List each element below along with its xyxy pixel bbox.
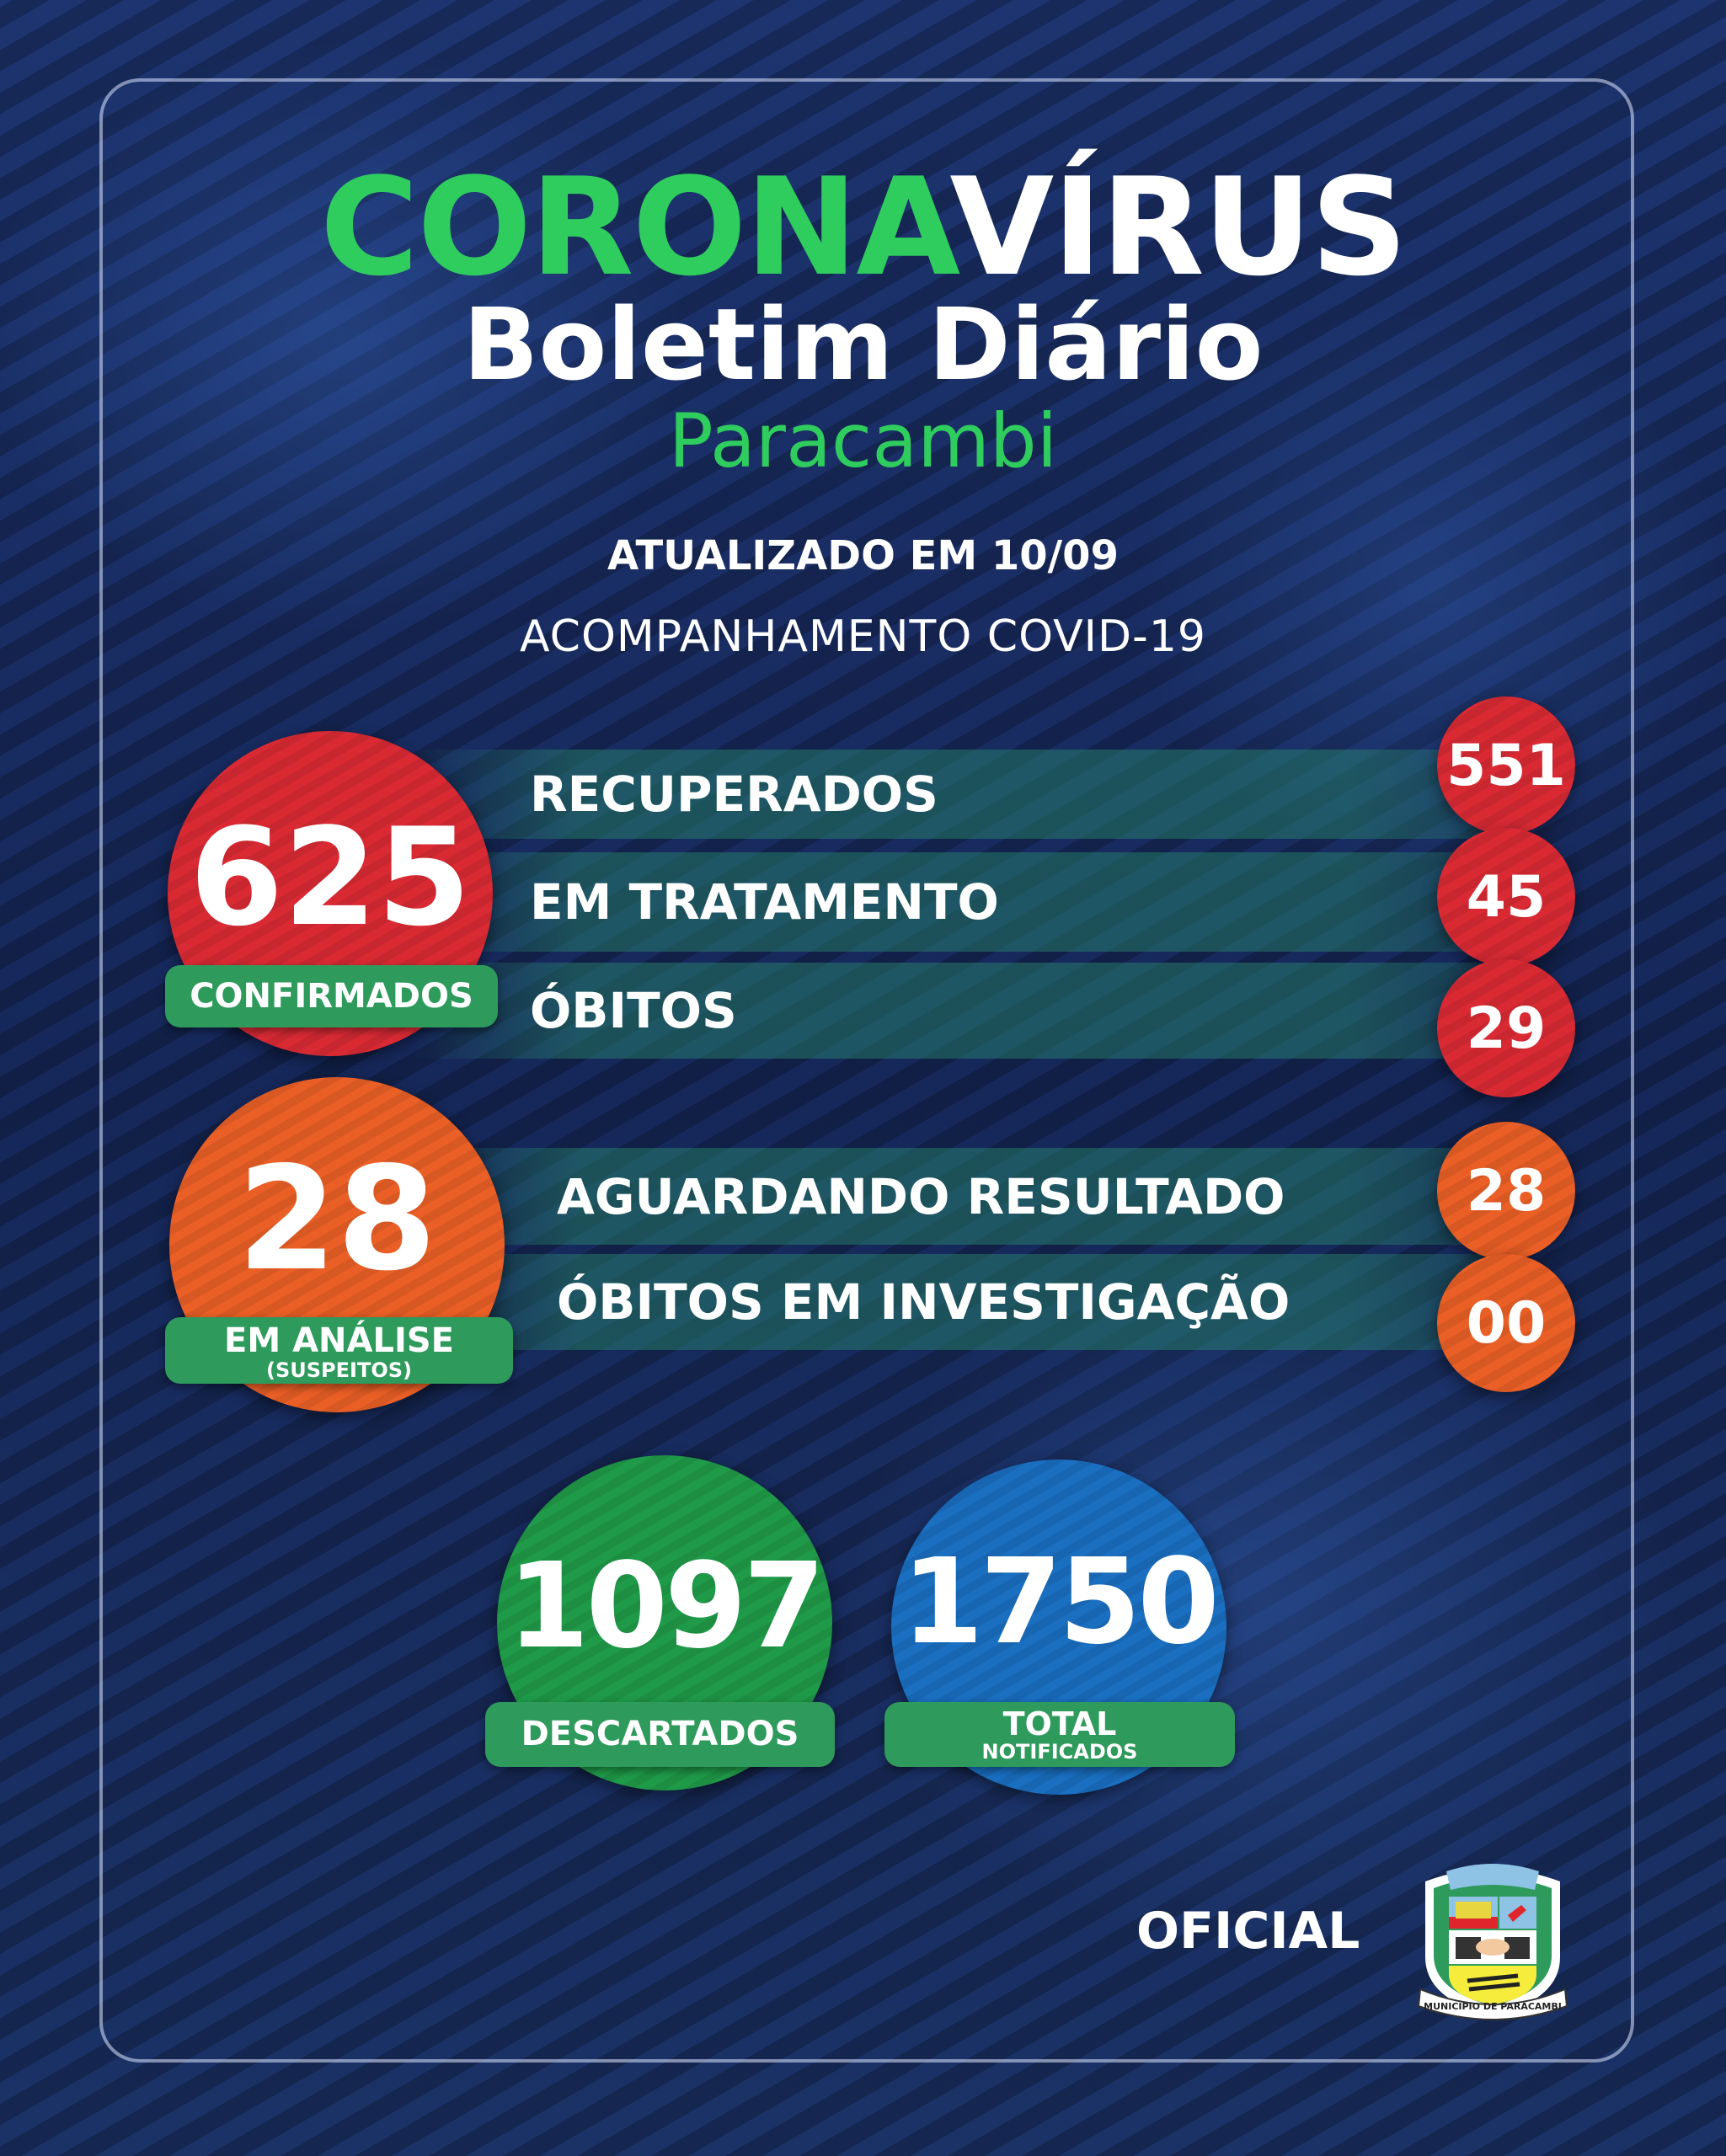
crest-ribbon-text: MUNICIPIO DE PARACAMBI bbox=[1424, 2001, 1562, 2012]
row-obitos: ÓBITOS bbox=[413, 963, 1513, 1059]
total-label: TOTAL NOTIFICADOS bbox=[884, 1702, 1235, 1767]
updated-date: ATUALIZADO EM 10/09 bbox=[607, 532, 1119, 579]
paracambi-crest-logo: MUNICIPIO DE PARACAMBI bbox=[1417, 1864, 1568, 2020]
page-title: CORONAVÍRUS bbox=[0, 160, 1726, 295]
card-frame bbox=[99, 78, 1634, 2063]
row-label: ÓBITOS EM INVESTIGAÇÃO bbox=[557, 1273, 1290, 1331]
analysis-label-main: EM ANÁLISE bbox=[224, 1321, 454, 1360]
city-name: Paracambi bbox=[668, 398, 1058, 484]
confirmed-label: CONFIRMADOS bbox=[165, 965, 498, 1027]
total-label-main: TOTAL bbox=[1002, 1705, 1117, 1742]
tratamento-value: 45 bbox=[1437, 828, 1575, 966]
title-virus: VÍRUS bbox=[949, 148, 1408, 306]
title-corona: CORONA bbox=[319, 148, 952, 306]
row-em-tratamento: EM TRATAMENTO bbox=[413, 852, 1513, 952]
aguardando-value: 28 bbox=[1437, 1122, 1575, 1260]
obitos-value: 29 bbox=[1437, 959, 1575, 1097]
analysis-label: EM ANÁLISE (SUSPEITOS) bbox=[165, 1317, 513, 1384]
row-recuperados: RECUPERADOS bbox=[413, 750, 1513, 839]
recuperados-value: 551 bbox=[1437, 696, 1575, 835]
analysis-label-sub: (SUSPEITOS) bbox=[266, 1358, 412, 1382]
row-obitos-investigacao: ÓBITOS EM INVESTIGAÇÃO bbox=[413, 1254, 1513, 1350]
subtitle: Boletim Diário bbox=[462, 286, 1264, 403]
tracking-label: ACOMPANHAMENTO COVID-19 bbox=[520, 611, 1206, 662]
discarded-label: DESCARTADOS bbox=[485, 1702, 835, 1767]
obitos-investigacao-value: 00 bbox=[1437, 1254, 1575, 1392]
total-label-sub: NOTIFICADOS bbox=[981, 1740, 1138, 1764]
row-label: AGUARDANDO RESULTADO bbox=[557, 1167, 1285, 1225]
row-aguardando: AGUARDANDO RESULTADO bbox=[413, 1148, 1513, 1245]
row-label: RECUPERADOS bbox=[530, 766, 938, 823]
row-label: ÓBITOS bbox=[530, 982, 737, 1039]
official-label: OFICIAL bbox=[1136, 1902, 1360, 1961]
row-label: EM TRATAMENTO bbox=[530, 873, 999, 931]
